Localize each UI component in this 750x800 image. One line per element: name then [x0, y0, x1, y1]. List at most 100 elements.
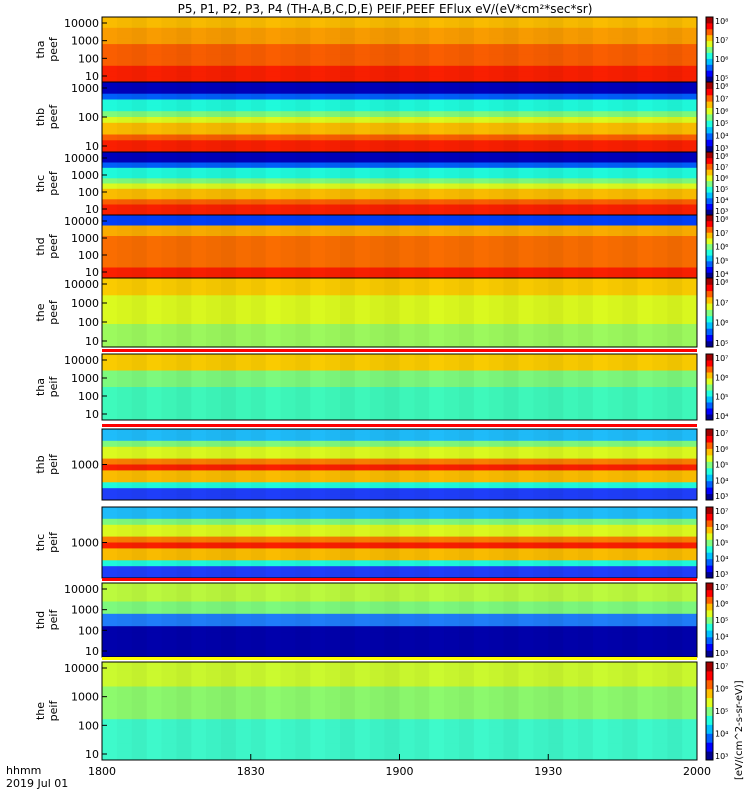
spectrogram-column [131, 215, 147, 278]
colorbar-tick-label: 10⁵ [715, 119, 728, 128]
spectrogram-column [638, 17, 653, 82]
y-tick-label: 100 [78, 111, 99, 124]
spectrogram-column [161, 82, 177, 152]
spectrogram-band [102, 146, 697, 153]
spectrogram-column [369, 278, 385, 347]
spectrogram-column [340, 507, 355, 578]
spectrogram-column [667, 278, 683, 347]
spectrogram-band [102, 743, 697, 753]
spectrogram-column [682, 354, 697, 420]
spectrogram-column [593, 583, 608, 657]
colorbar-segment [706, 461, 713, 469]
spectrogram-column [607, 215, 623, 278]
spectrogram-column [533, 278, 549, 347]
spectrogram-band [102, 178, 697, 185]
spectrogram-column [161, 507, 177, 578]
colorbar-segment [706, 384, 713, 391]
spectrogram-band [102, 251, 697, 258]
spectrogram-column [488, 429, 504, 500]
y-label-product: peif [47, 453, 60, 475]
y-label-probe: thc [34, 175, 47, 192]
spectrogram-column [533, 152, 549, 215]
spectrogram-column [236, 152, 251, 215]
x-tick-label: 1930 [534, 765, 562, 778]
spectrogram-column [429, 215, 444, 278]
colorbar-segment [706, 52, 713, 59]
spectrogram-column [459, 82, 474, 152]
spectrogram-column [384, 354, 400, 420]
spectrogram-column [622, 17, 638, 82]
spectrogram-column [384, 662, 400, 760]
colorbar-tick-label: 10⁵ [715, 707, 728, 716]
colorbar-tick-label: 10⁴ [715, 196, 728, 205]
spectrogram-column [607, 354, 623, 420]
colorbar-segment [706, 396, 713, 403]
spectrogram-column [102, 152, 117, 215]
spectrogram-column [102, 583, 117, 657]
spectrogram-column [622, 583, 638, 657]
colorbar-segment [706, 414, 713, 421]
spectrogram-column [459, 662, 474, 760]
colorbar-segment [706, 366, 713, 373]
spectrogram-column [310, 662, 325, 760]
spectrogram-column [548, 662, 564, 760]
spectrogram-column [102, 662, 117, 760]
spectrogram-column [444, 354, 459, 420]
spectrogram-column [652, 507, 668, 578]
colorbar-segment [706, 742, 713, 752]
spectrogram-column [131, 662, 147, 760]
spectrogram-column [161, 278, 177, 347]
spectrogram-column [384, 583, 400, 657]
spectrogram-column [236, 662, 251, 760]
spectrogram-column [563, 354, 578, 420]
panel-the-peef: 10 100 1000 10000 the peef 10⁵ 10⁶ 10⁷ 10⁸ [34, 277, 728, 348]
spectrogram-column [459, 215, 474, 278]
data-gap-line [102, 578, 697, 581]
spectrogram-column [236, 354, 251, 420]
colorbar-segment [706, 192, 713, 199]
y-tick-label: 1000 [71, 82, 99, 95]
panel-tha-peif: 10 100 1000 10000 tha peif 10⁴ 10⁵ 10⁶ 10⁷ [34, 349, 728, 421]
spectrogram-band [102, 694, 697, 704]
y-tick-label: 1000 [71, 459, 99, 472]
spectrogram-band [102, 542, 697, 549]
colorbar-tick-label: 10⁵ [715, 539, 728, 548]
spectrogram-band [102, 572, 697, 579]
colorbar-segment [706, 209, 713, 216]
colorbar-tick-label: 10⁵ [715, 256, 728, 265]
spectrogram-column [578, 152, 593, 215]
colorbar-tick-label: 10⁴ [715, 476, 728, 485]
colorbar-segment [706, 715, 713, 725]
colorbar-segment [706, 487, 713, 495]
spectrogram-column [131, 278, 147, 347]
spectrogram-column [459, 429, 474, 500]
spectrogram-column [325, 354, 340, 420]
spectrogram-band [102, 359, 697, 366]
spectrogram-band [102, 482, 697, 489]
y-label-probe: thd [34, 611, 47, 629]
spectrogram-column [414, 278, 430, 347]
spectrogram-band [102, 157, 697, 164]
colorbar-tick-label: 10⁸ [715, 278, 728, 287]
x-tick-label: 1800 [88, 765, 116, 778]
spectrogram-column [429, 354, 444, 420]
spectrogram-band [102, 17, 697, 23]
spectrogram-band [102, 225, 697, 232]
y-tick-label: 100 [78, 624, 99, 637]
spectrogram-column [682, 278, 697, 347]
spectrogram-column [384, 507, 400, 578]
spectrogram-column [221, 507, 236, 578]
spectrogram-column [400, 507, 415, 578]
spectrogram-column [266, 82, 281, 152]
spectrogram-column [593, 17, 608, 82]
colorbar-segment [706, 28, 713, 36]
colorbar-segment [706, 94, 713, 102]
spectrogram-column [206, 507, 221, 578]
colorbar-segment [706, 126, 713, 134]
colorbar-segment [706, 589, 713, 597]
colorbar-segment [706, 152, 713, 159]
spectrogram-column [578, 215, 593, 278]
colorbar-tick-label: 10⁶ [715, 523, 728, 532]
spectrogram-column [147, 17, 162, 82]
colorbar-segment [706, 139, 713, 147]
